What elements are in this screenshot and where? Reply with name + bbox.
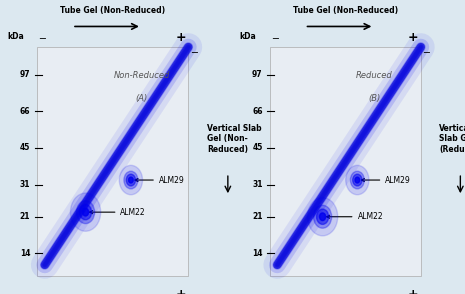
Text: 14: 14	[20, 249, 30, 258]
Text: Vertical
Slab Gel
(Reduced): Vertical Slab Gel (Reduced)	[439, 124, 465, 154]
Text: +: +	[408, 31, 418, 44]
Text: kDa: kDa	[7, 32, 24, 41]
Circle shape	[307, 198, 338, 236]
Circle shape	[353, 174, 362, 186]
Text: 45: 45	[20, 143, 30, 153]
Text: ─: ─	[423, 48, 429, 58]
Text: 14: 14	[252, 249, 263, 258]
Circle shape	[319, 213, 326, 220]
Circle shape	[317, 209, 329, 224]
Text: 21: 21	[252, 212, 263, 221]
Text: Tube Gel (Non-Reduced): Tube Gel (Non-Reduced)	[60, 6, 166, 15]
Text: +: +	[175, 31, 186, 44]
Text: ALM29: ALM29	[135, 176, 185, 185]
Circle shape	[346, 165, 369, 195]
Circle shape	[119, 165, 142, 195]
Text: 97: 97	[20, 70, 30, 79]
Circle shape	[70, 193, 100, 231]
Text: 66: 66	[252, 107, 263, 116]
Text: ─: ─	[40, 34, 46, 44]
Text: ALM22: ALM22	[326, 212, 383, 221]
Text: Reduced: Reduced	[356, 71, 393, 80]
Circle shape	[82, 208, 88, 216]
Text: ─: ─	[272, 34, 278, 44]
Text: ALM22: ALM22	[90, 208, 146, 217]
Circle shape	[80, 205, 92, 220]
Circle shape	[128, 177, 133, 183]
Text: 97: 97	[252, 70, 263, 79]
Text: kDa: kDa	[239, 32, 256, 41]
Circle shape	[313, 205, 332, 228]
Text: +: +	[408, 288, 418, 294]
Text: Vertical Slab
Gel (Non-
Reduced): Vertical Slab Gel (Non- Reduced)	[207, 124, 261, 154]
Text: ─: ─	[191, 48, 197, 58]
Circle shape	[351, 171, 365, 189]
Text: ALM29: ALM29	[361, 176, 411, 185]
Text: 45: 45	[252, 143, 263, 153]
Circle shape	[124, 171, 138, 189]
Circle shape	[126, 174, 136, 186]
Text: +: +	[175, 288, 186, 294]
Text: 31: 31	[252, 180, 263, 189]
Text: (A): (A)	[136, 94, 148, 103]
Circle shape	[355, 177, 360, 183]
Circle shape	[76, 201, 94, 224]
Text: 21: 21	[20, 212, 30, 221]
Text: Tube Gel (Non-Reduced): Tube Gel (Non-Reduced)	[293, 6, 398, 15]
Text: (B): (B)	[368, 94, 380, 103]
Text: 66: 66	[20, 107, 30, 116]
Text: 31: 31	[20, 180, 30, 189]
Text: Non-Reduced: Non-Reduced	[113, 71, 170, 80]
